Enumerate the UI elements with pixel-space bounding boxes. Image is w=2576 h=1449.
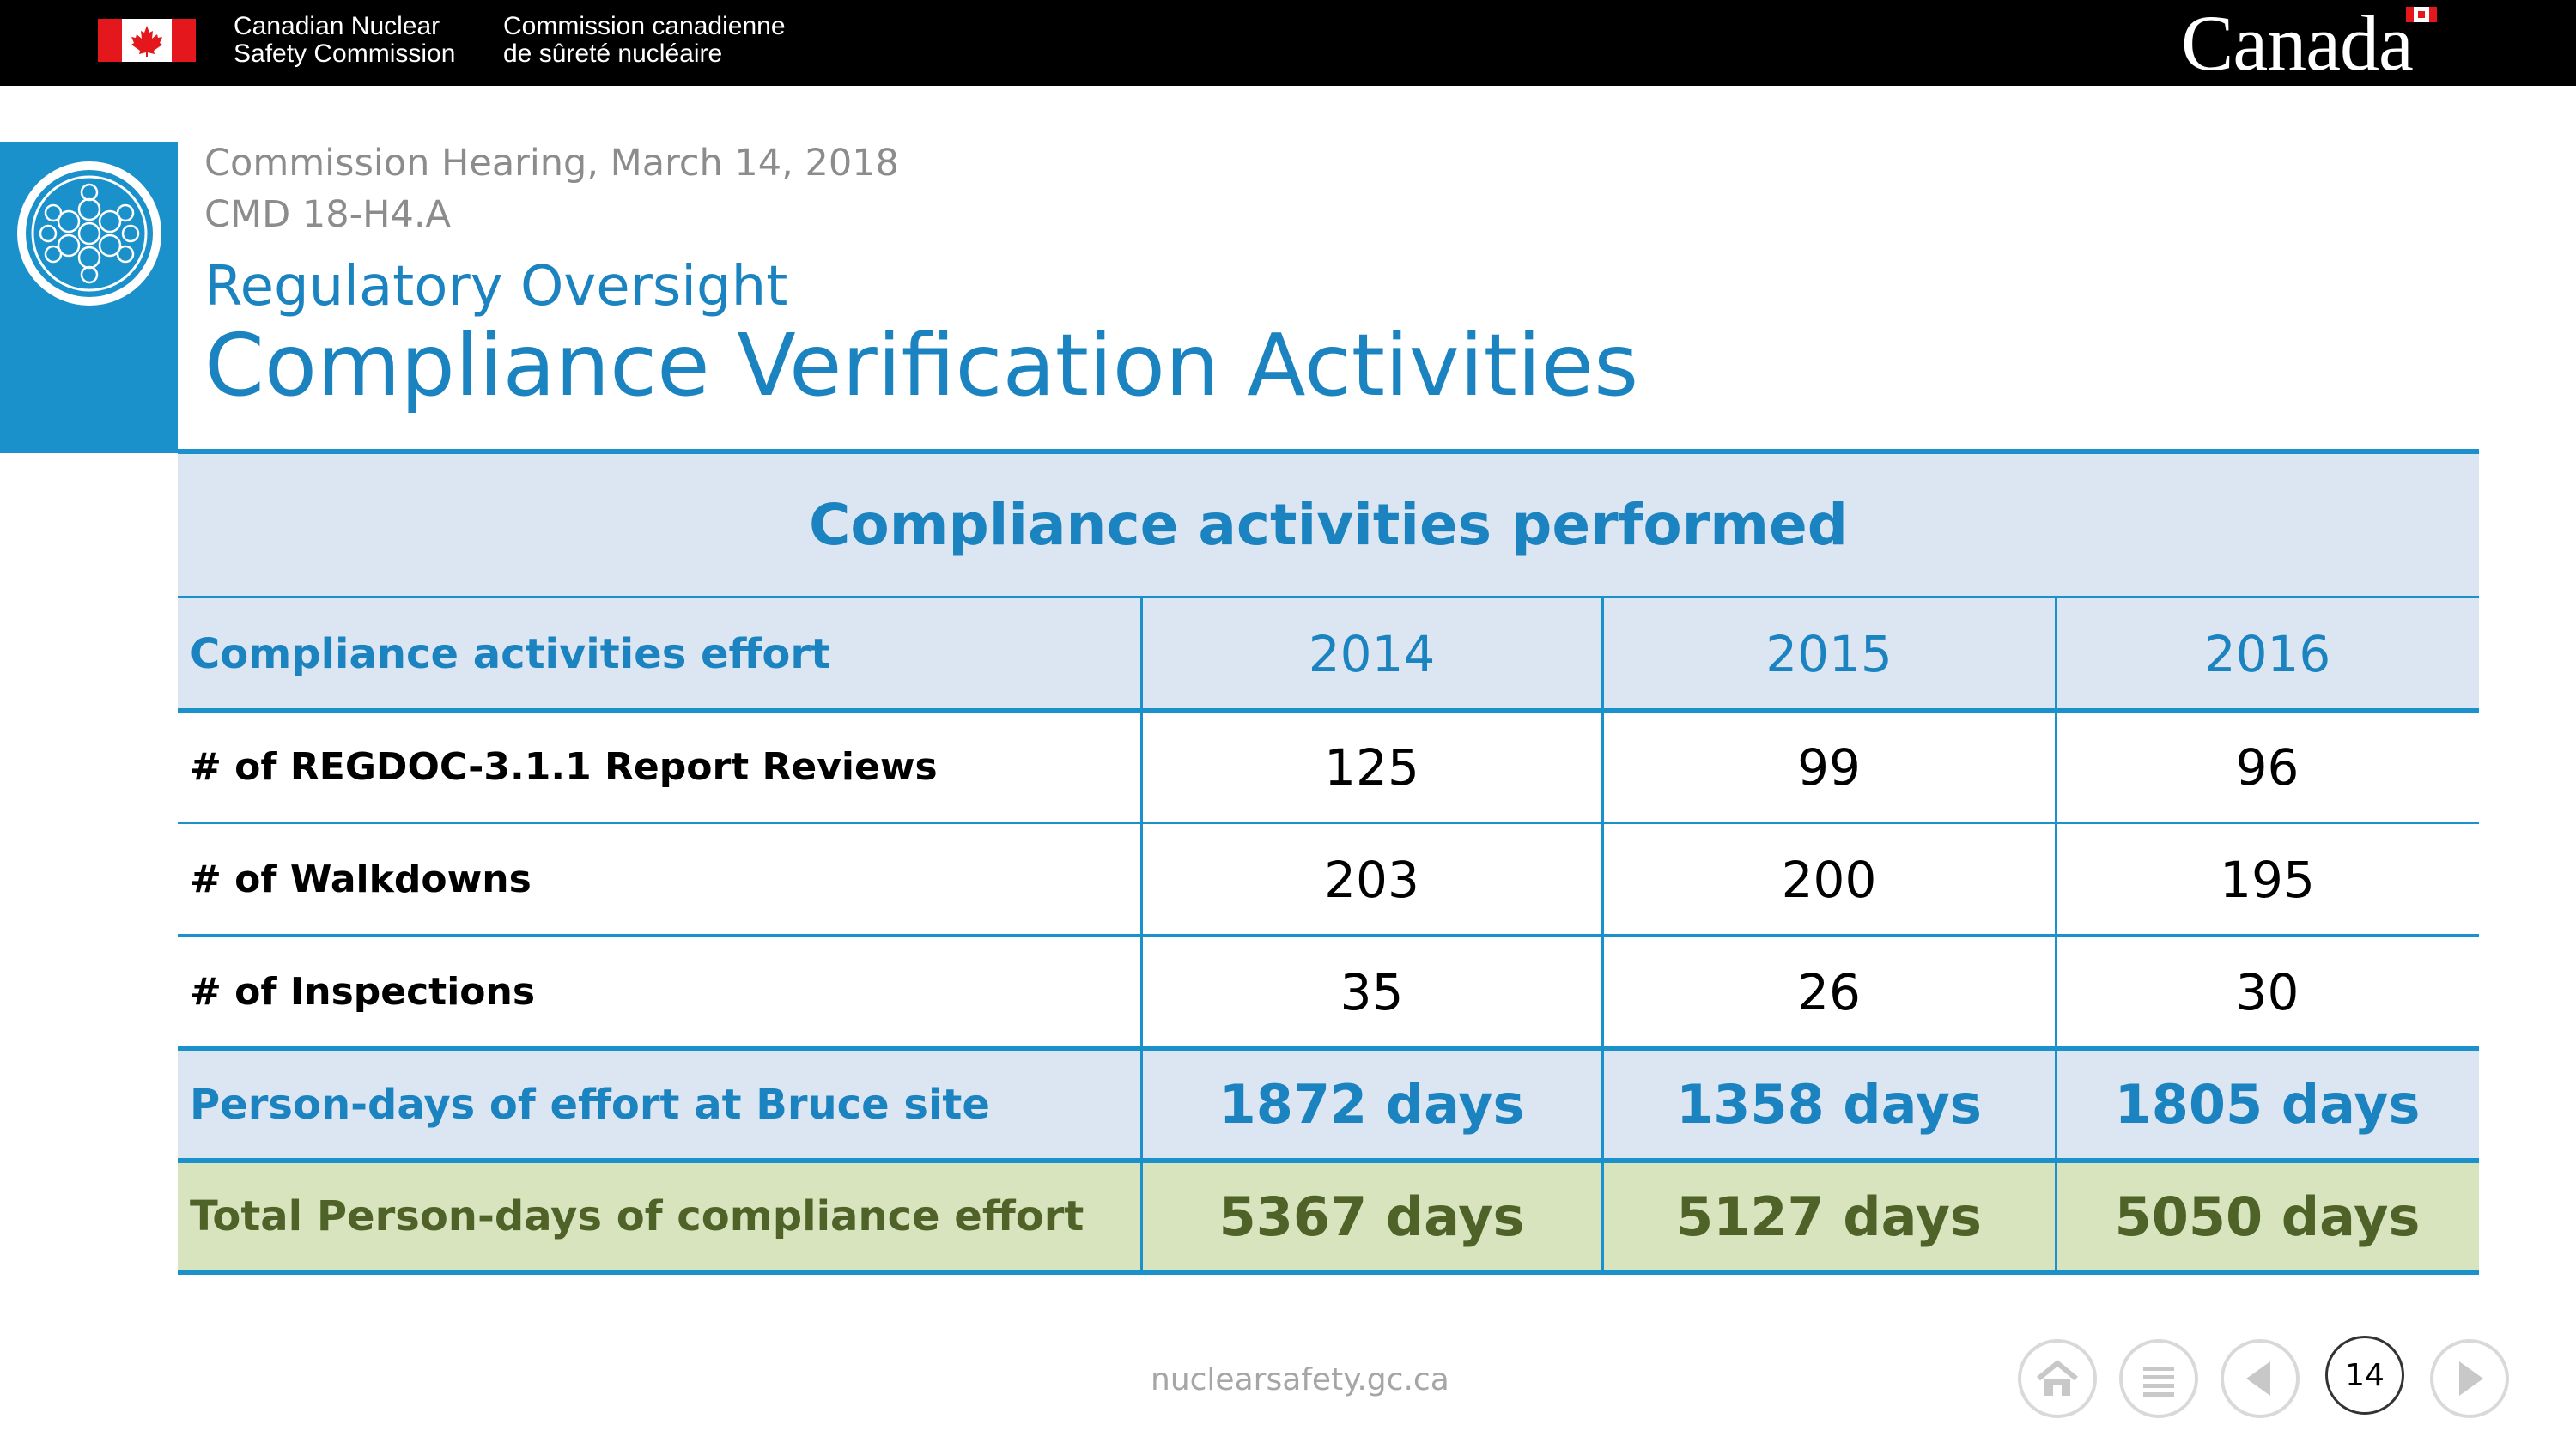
row-value-2014: 35 [1340, 962, 1404, 1022]
next-icon [2459, 1361, 2483, 1396]
table-rule [178, 1046, 2479, 1051]
canada-wordmark: Canada [2181, 0, 2456, 86]
cmd-reference: CMD 18-H4.A [204, 193, 451, 236]
canada-wordmark-text: Canada [2181, 0, 2414, 87]
total-person-days-row: Total Person-days of compliance effort 5… [178, 1161, 2479, 1272]
table-row: # of Inspections 35 26 30 [178, 936, 2479, 1048]
menu-button[interactable] [2119, 1339, 2198, 1418]
header-label-cell: Compliance activities effort [190, 630, 831, 678]
emblem-block [0, 142, 178, 453]
row-value-2015: 99 [1797, 737, 1861, 797]
person-days-2015: 1358 days [1676, 1073, 1982, 1136]
table-column-rule [1140, 597, 1143, 1272]
row-value-2014: 125 [1324, 737, 1419, 797]
org-name-fr-line2: de sûreté nucléaire [503, 39, 723, 68]
org-name-english: Canadian Nuclear Safety Commission [234, 13, 455, 68]
table-header-row: Compliance activities effort 2014 2015 2… [178, 597, 2479, 711]
page-number: 14 [2325, 1336, 2404, 1415]
table-bottom-rule [178, 1270, 2479, 1275]
slide-title: Compliance Verification Activities [204, 315, 1639, 415]
header-year-2015: 2015 [1765, 625, 1893, 683]
row-value-2014: 203 [1324, 850, 1419, 909]
person-days-label: Person-days of effort at Bruce site [190, 1080, 990, 1129]
table-rule [178, 934, 2479, 937]
slide-subtitle: Regulatory Oversight [204, 255, 788, 318]
row-value-2016: 195 [2220, 850, 2315, 909]
previous-slide-button[interactable] [2221, 1339, 2300, 1418]
government-banner: Canadian Nuclear Safety Commission Commi… [0, 0, 2576, 86]
person-days-2014: 1872 days [1218, 1073, 1525, 1136]
total-person-days-label: Total Person-days of compliance effort [190, 1192, 1084, 1240]
table-column-rule [1601, 597, 1604, 1272]
row-value-2015: 200 [1781, 850, 1877, 909]
footer-website: nuclearsafety.gc.ca [1151, 1362, 1449, 1397]
person-days-2016: 1805 days [2114, 1073, 2421, 1136]
org-name-fr-line1: Commission canadienne [503, 12, 786, 40]
menu-icon [2143, 1367, 2174, 1397]
org-name-en-line1: Canadian Nuclear [234, 12, 440, 40]
table-rule [178, 596, 2479, 598]
row-value-2016: 30 [2235, 962, 2300, 1022]
home-icon [2037, 1360, 2078, 1396]
row-label: # of Walkdowns [190, 858, 532, 901]
table-column-rule [2055, 597, 2057, 1272]
table-row: # of Walkdowns 203 200 195 [178, 823, 2479, 936]
row-value-2015: 26 [1797, 962, 1861, 1022]
hearing-date: Commission Hearing, March 14, 2018 [204, 142, 899, 185]
org-name-french: Commission canadienne de sûreté nucléair… [503, 13, 786, 68]
table-rule [178, 1158, 2479, 1163]
canada-wordmark-flag-icon [2406, 7, 2437, 22]
header-year-2016: 2016 [2203, 625, 2331, 683]
total-person-days-2015: 5127 days [1676, 1185, 1982, 1248]
cnsc-emblem-icon [17, 161, 161, 306]
row-label: # of Inspections [190, 970, 536, 1014]
table-caption: Compliance activities performed [178, 452, 2479, 597]
next-slide-button[interactable] [2430, 1339, 2509, 1418]
previous-icon [2246, 1361, 2270, 1396]
table-top-rule [178, 449, 2479, 454]
row-value-2016: 96 [2235, 737, 2300, 797]
org-name-en-line2: Safety Commission [234, 39, 456, 68]
table-rule [178, 708, 2479, 713]
header-year-2014: 2014 [1308, 625, 1436, 683]
total-person-days-2014: 5367 days [1218, 1185, 1525, 1248]
row-label: # of REGDOC-3.1.1 Report Reviews [190, 745, 938, 789]
table-row: # of REGDOC-3.1.1 Report Reviews 125 99 … [178, 711, 2479, 823]
table-rule [178, 822, 2479, 824]
canada-flag-icon [98, 19, 196, 62]
home-button[interactable] [2018, 1339, 2097, 1418]
person-days-row: Person-days of effort at Bruce site 1872… [178, 1048, 2479, 1161]
table-caption-text: Compliance activities performed [808, 491, 1849, 558]
total-person-days-2016: 5050 days [2114, 1185, 2421, 1248]
